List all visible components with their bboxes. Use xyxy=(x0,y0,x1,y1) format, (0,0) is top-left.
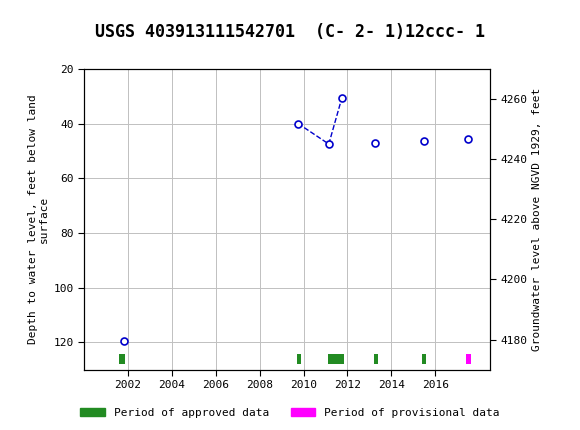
Bar xyxy=(119,354,125,364)
Bar xyxy=(422,354,426,364)
Bar xyxy=(374,354,378,364)
Bar xyxy=(328,354,344,364)
Text: USGS 403913111542701  (C- 2- 1)12ccc- 1: USGS 403913111542701 (C- 2- 1)12ccc- 1 xyxy=(95,23,485,41)
Text: ≡: ≡ xyxy=(3,4,24,28)
Bar xyxy=(297,354,301,364)
Text: USGS: USGS xyxy=(22,9,59,24)
Y-axis label: Groundwater level above NGVD 1929, feet: Groundwater level above NGVD 1929, feet xyxy=(532,88,542,351)
Legend: Period of approved data, Period of provisional data: Period of approved data, Period of provi… xyxy=(76,403,504,422)
Y-axis label: Depth to water level, feet below land
surface: Depth to water level, feet below land su… xyxy=(28,95,49,344)
Bar xyxy=(466,354,472,364)
